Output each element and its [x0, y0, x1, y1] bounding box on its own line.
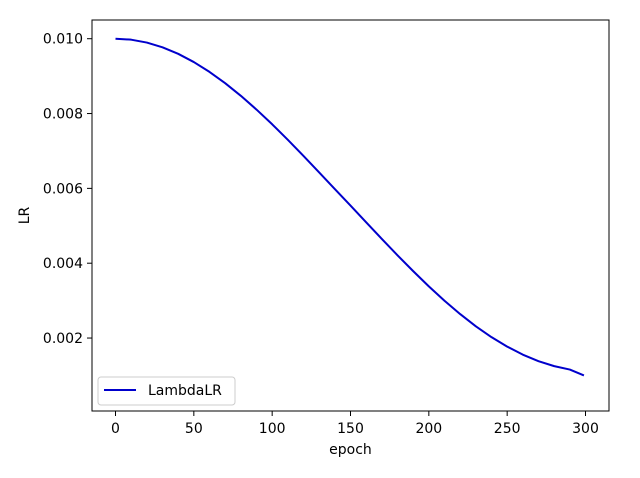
y-tick-label: 0.006: [43, 181, 83, 197]
legend-entry-lambdalr: LambdaLR: [148, 383, 222, 399]
y-tick-label: 0.010: [43, 32, 83, 48]
legend-box: [97, 376, 236, 406]
x-tick-label: 150: [337, 421, 364, 437]
x-axis-label: epoch: [329, 442, 372, 458]
y-tick-label: 0.008: [43, 107, 83, 123]
legend: LambdaLR: [97, 376, 236, 406]
x-tick-label: 300: [572, 421, 599, 437]
x-tick-label: 100: [259, 421, 286, 437]
x-tick-label: 200: [415, 421, 442, 437]
y-axis-label: LR: [17, 206, 33, 224]
series-line-lambdalr: [115, 37, 585, 377]
y-tick-label: 0.002: [43, 331, 83, 347]
y-tick-label: 0.004: [43, 256, 83, 272]
plot-area: [115, 37, 585, 377]
x-tick-label: 250: [494, 421, 521, 437]
x-tick-label: 0: [111, 421, 120, 437]
x-ticks: 0 50 100 150 200 250 300: [111, 411, 599, 437]
y-ticks: 0.002 0.004 0.006 0.008 0.010: [43, 32, 92, 347]
x-tick-label: 50: [185, 421, 203, 437]
